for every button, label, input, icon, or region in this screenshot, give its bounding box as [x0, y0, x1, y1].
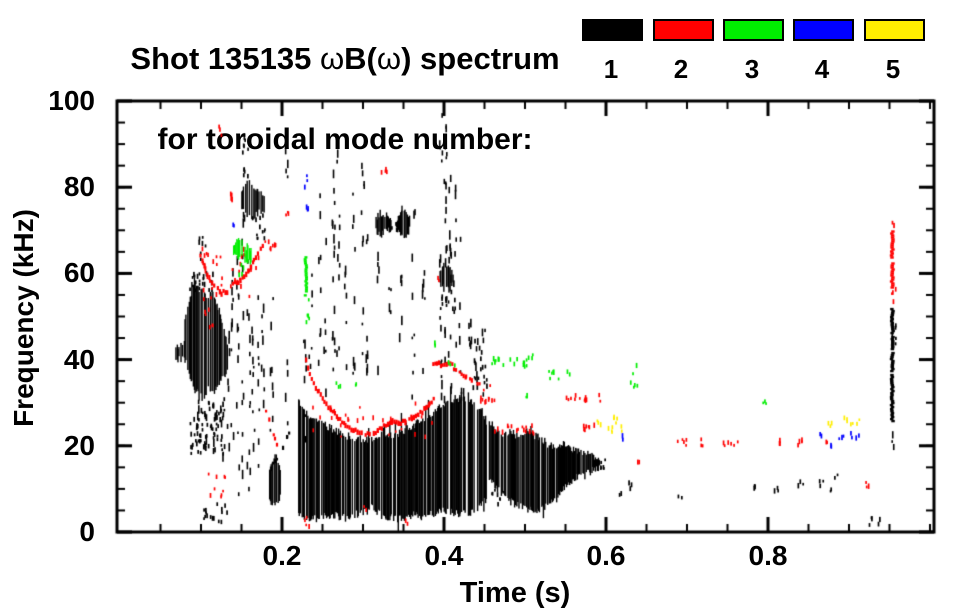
- x-tick-label: 0.6: [586, 540, 626, 571]
- y-tick-label: 80: [63, 171, 95, 203]
- y-tick-label: 0: [79, 516, 95, 547]
- x-tick-label: 0.4: [424, 540, 464, 571]
- y-tick-label: 40: [63, 343, 95, 375]
- y-tick-label: 20: [63, 429, 95, 461]
- y-tick-label: 60: [63, 257, 95, 289]
- y-axis-label: Frequency (kHz): [8, 209, 39, 427]
- x-axis-label: Time (s): [459, 577, 571, 609]
- x-tick-label: 0.2: [262, 540, 302, 571]
- x-tick-label: 0.8: [748, 540, 788, 571]
- y-tick-label: 100: [48, 85, 95, 116]
